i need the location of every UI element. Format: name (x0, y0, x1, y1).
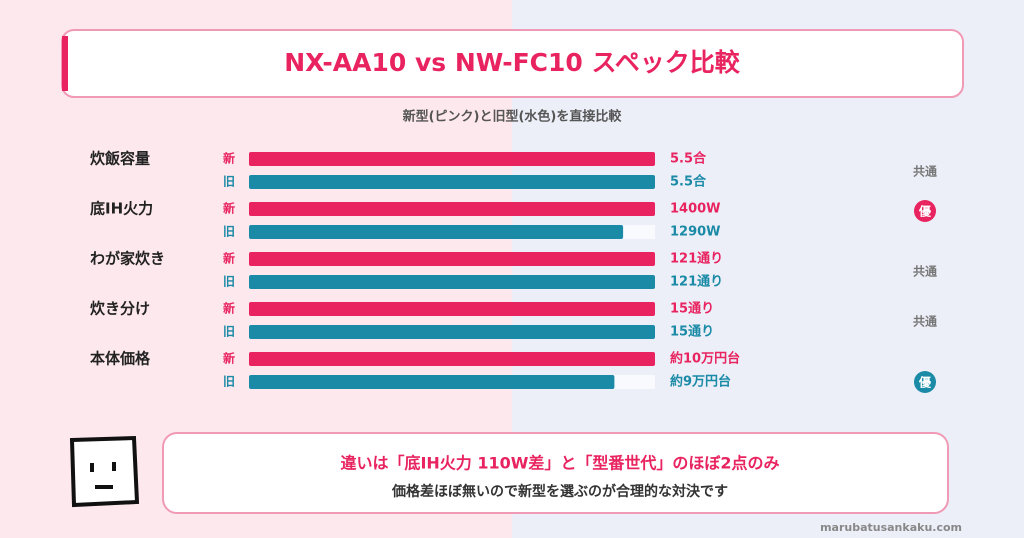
series-marker: 旧 (223, 225, 235, 239)
bar (249, 375, 615, 389)
verdict: 優 (918, 375, 932, 390)
summary-headline: 違いは「底IH火力 110W差」と「型番世代」のほぼ2点のみ (340, 454, 779, 473)
row-label: 本体価格 (90, 350, 151, 368)
row-label: 底IH火力 (90, 200, 153, 218)
footer: marubatusankaku.com (820, 521, 962, 534)
series-marker: 旧 (223, 375, 235, 389)
bar (249, 225, 624, 239)
value-label: 15通り (670, 301, 714, 317)
value-label: 約10万円台 (670, 351, 740, 367)
value-label: 5.5合 (670, 151, 707, 167)
series-marker: 旧 (223, 175, 235, 189)
value-label: 121通り (670, 274, 723, 290)
bar (249, 252, 655, 266)
verdict: 共通 (913, 264, 937, 279)
subtitle: 新型(ピンク)と旧型(水色)を直接比較 (403, 109, 623, 125)
face-icon (69, 435, 140, 508)
bar (249, 152, 655, 166)
series-marker: 新 (223, 301, 235, 316)
bar (249, 275, 655, 289)
value-label: 1400W (670, 202, 721, 217)
summary-box (162, 432, 949, 514)
row-label: 炊飯容量 (90, 150, 150, 168)
value-label: 15通り (670, 324, 714, 340)
series-marker: 新 (223, 201, 235, 216)
row-label: 炊き分け (90, 300, 150, 318)
series-marker: 旧 (223, 275, 235, 289)
verdict: 共通 (913, 164, 937, 179)
summary-body: 価格差ほぼ無いので新型を選ぶのが合理的な対決です (391, 483, 728, 500)
verdict: 優 (918, 204, 932, 219)
bar (249, 352, 655, 366)
title-accent (62, 36, 68, 91)
bar (249, 325, 655, 339)
value-label: 121通り (670, 251, 723, 267)
series-marker: 新 (223, 151, 235, 166)
bar (249, 175, 655, 189)
series-marker: 新 (223, 351, 235, 366)
verdict-badge (914, 200, 936, 222)
value-label: 1290W (670, 225, 721, 240)
bar (249, 302, 655, 316)
series-marker: 新 (223, 251, 235, 266)
rows: 炊飯容量新 5.5合旧 5.5合共通底IH火力新 1400W旧 1290W優わが家炊き新… (90, 150, 937, 393)
value-label: 約9万円台 (670, 374, 731, 390)
value-label: 5.5合 (670, 174, 707, 190)
title: NX-AA10 vs NW-FC10 スペック比較 (284, 48, 741, 77)
bar (249, 202, 655, 216)
verdict-badge (914, 371, 936, 393)
row-label: わが家炊き (90, 250, 165, 268)
verdict: 共通 (913, 314, 937, 329)
series-marker: 旧 (223, 325, 235, 339)
